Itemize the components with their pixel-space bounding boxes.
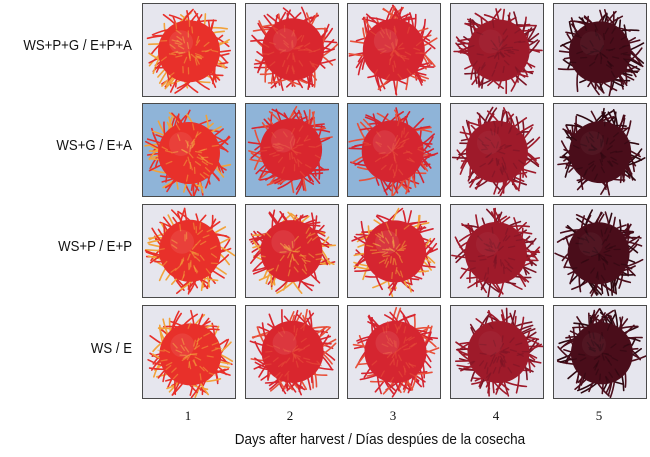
x-axis-title: Days after harvest / Días despúes de la … [234, 431, 526, 448]
column-label-day-4: 4 [492, 408, 500, 423]
row-label-ws-p-g: WS+P+G / E+P+A [23, 37, 132, 54]
rambutan-photo-r3-day5 [553, 204, 647, 298]
rambutan-photo-r1-day4 [450, 3, 544, 97]
rambutan-photo-r2-day4 [450, 103, 544, 197]
rambutan-photo-r3-day2 [245, 204, 339, 298]
rambutan-photo-r4-day4 [450, 305, 544, 399]
rambutan-photo-r1-day1 [142, 3, 236, 97]
rambutan-photo-r3-day4 [450, 204, 544, 298]
rambutan-photo-r2-day3 [347, 103, 441, 197]
column-label-day-2: 2 [286, 408, 294, 423]
rambutan-photo-r3-day3 [347, 204, 441, 298]
row-label-ws: WS / E [90, 340, 132, 357]
row-label-ws-p: WS+P / E+P [58, 238, 132, 255]
rambutan-photo-r1-day3 [347, 3, 441, 97]
rambutan-photo-r2-day5 [553, 103, 647, 197]
row-label-ws-g: WS+G / E+A [56, 137, 132, 154]
rambutan-photo-r4-day2 [245, 305, 339, 399]
column-label-day-5: 5 [595, 408, 603, 423]
rambutan-photo-r1-day5 [553, 3, 647, 97]
rambutan-photo-r2-day1 [142, 103, 236, 197]
rambutan-photo-r3-day1 [142, 204, 236, 298]
rambutan-photo-r1-day2 [245, 3, 339, 97]
rambutan-photo-r4-day5 [553, 305, 647, 399]
rambutan-photo-r2-day2 [245, 103, 339, 197]
rambutan-photo-r4-day1 [142, 305, 236, 399]
rambutan-photo-r4-day3 [347, 305, 441, 399]
column-label-day-3: 3 [389, 408, 397, 423]
column-label-day-1: 1 [184, 408, 192, 423]
